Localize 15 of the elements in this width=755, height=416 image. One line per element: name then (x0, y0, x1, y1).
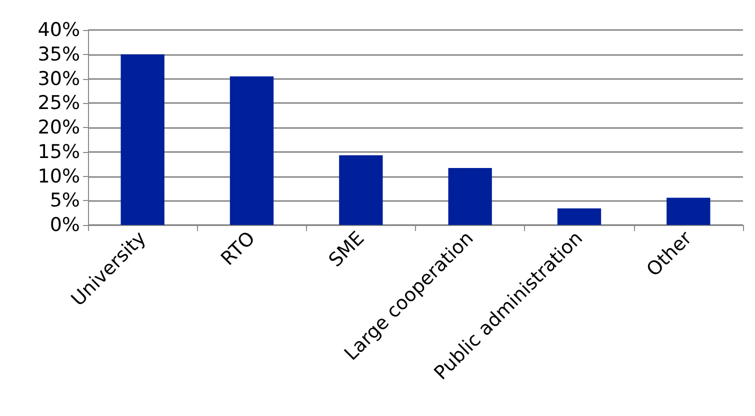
y-tick-label: 35% (38, 43, 80, 66)
bar (448, 168, 492, 225)
y-tick-label: 10% (38, 165, 80, 188)
y-tick-label: 40% (38, 19, 80, 41)
bar (557, 208, 602, 225)
bar (230, 76, 274, 225)
y-tick-label: 30% (38, 68, 80, 90)
y-tick-label: 25% (38, 92, 80, 114)
bar (120, 54, 164, 225)
bar (339, 155, 383, 225)
y-tick-label: 5% (50, 190, 80, 212)
y-tick-label: 20% (38, 116, 80, 138)
y-tick-label: 0% (50, 214, 80, 236)
bar (666, 198, 710, 225)
y-tick-label: 15% (38, 140, 80, 163)
